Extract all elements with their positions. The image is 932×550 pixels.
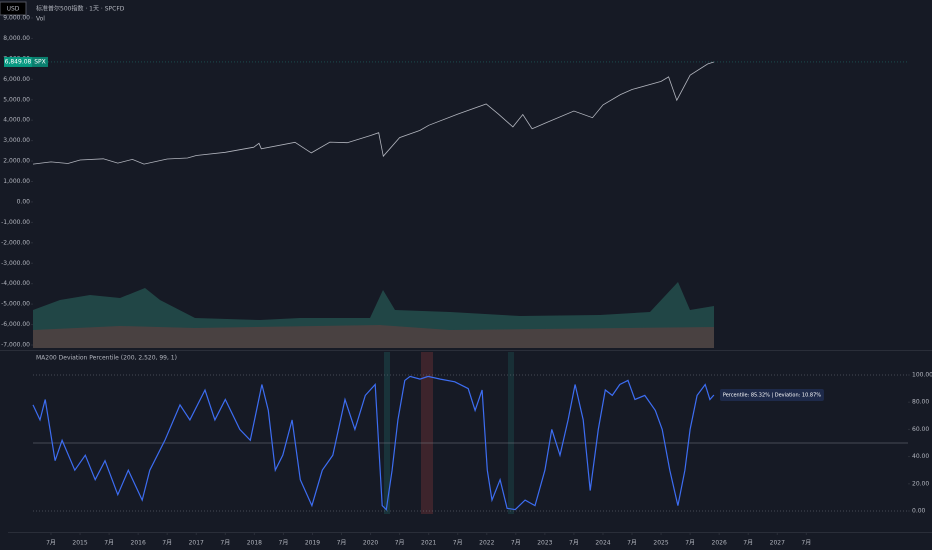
x-tick-label: 2024 [595, 540, 610, 547]
y-tick-label: 4,000.00 [3, 117, 30, 124]
x-tick-label: 2022 [479, 540, 494, 547]
series-line [32, 375, 715, 511]
pane-separator [0, 350, 932, 351]
last-price-label: 6,849.08 [5, 58, 32, 65]
x-tick-label: 7月 [569, 540, 579, 547]
y-tick-label: 0.00 [17, 198, 31, 205]
x-tick-label: 7月 [453, 540, 463, 547]
y-tick-label: 60.00 [912, 426, 929, 433]
y-tick-label: -2,000.00 [1, 239, 30, 246]
x-tick-label: 2019 [305, 540, 320, 547]
x-tick-label: 2023 [537, 540, 552, 547]
time-axis-border [8, 532, 932, 533]
highlight-band [384, 352, 390, 514]
x-tick-label: 7月 [743, 540, 753, 547]
y-tick-label: 8,000.00 [3, 35, 30, 42]
indicator-title: MA200 Deviation Percentile (200, 2,520, … [36, 355, 177, 362]
y-tick-label: 100.00 [912, 372, 932, 379]
x-tick-label: 2020 [363, 540, 378, 547]
x-tick-label: 7月 [104, 540, 114, 547]
y-tick-label: -1,000.00 [1, 219, 30, 226]
volume-area[interactable] [33, 325, 714, 348]
x-tick-label: 7月 [685, 540, 695, 547]
x-tick-label: 7月 [511, 540, 521, 547]
x-tick-label: 2021 [421, 540, 436, 547]
chart-title: 标准普尔500指数 · 1天 · SPCFD [36, 5, 125, 13]
x-tick-label: 2018 [247, 540, 262, 547]
volume-area[interactable] [33, 282, 714, 348]
y-tick-label: -4,000.00 [1, 280, 30, 287]
y-tick-label: 9,000.00 [3, 15, 30, 22]
y-tick-label: 3,000.00 [3, 137, 30, 144]
x-tick-label: 7月 [46, 540, 56, 547]
symbol-label: SPX [34, 58, 46, 65]
x-tick-label: 2025 [653, 540, 668, 547]
highlight-band [421, 352, 433, 514]
x-tick-label: 2016 [131, 540, 146, 547]
y-tick-label: -5,000.00 [1, 301, 30, 308]
y-tick-label: 20.00 [912, 480, 929, 487]
x-tick-label: 2015 [72, 540, 87, 547]
tooltip-text: Percentile: 85.32% | Deviation: 10.87% [723, 392, 821, 398]
x-tick-label: 7月 [395, 540, 405, 547]
x-tick-label: 7月 [627, 540, 637, 547]
x-tick-label: 2026 [712, 540, 727, 547]
y-tick-label: 0.00 [912, 508, 926, 515]
last-price-badge [4, 56, 32, 67]
x-tick-label: 7月 [162, 540, 172, 547]
tooltip-box [719, 388, 824, 401]
currency-box[interactable] [0, 1, 27, 16]
x-tick-label: 2027 [770, 540, 785, 547]
y-tick-label: -3,000.00 [1, 260, 30, 267]
x-tick-label: 7月 [337, 540, 347, 547]
highlight-band [508, 352, 514, 514]
y-tick-label: 6,000.00 [3, 76, 30, 83]
x-tick-label: 2017 [189, 540, 204, 547]
x-tick-label: 7月 [220, 540, 230, 547]
y-tick-label: 80.00 [912, 399, 929, 406]
y-tick-label: 1,000.00 [3, 178, 30, 185]
y-tick-label: 2,000.00 [3, 158, 30, 165]
y-tick-label: -7,000.00 [1, 342, 30, 349]
series-line [32, 61, 715, 165]
y-tick-label: 40.00 [912, 453, 929, 460]
y-tick-label: 5,000.00 [3, 96, 30, 103]
y-tick-label: -6,000.00 [1, 321, 30, 328]
volume-label: Vol [36, 16, 45, 23]
symbol-badge [32, 56, 48, 67]
x-tick-label: 7月 [801, 540, 811, 547]
currency[interactable]: USD [7, 6, 20, 13]
x-tick-label: 7月 [279, 540, 289, 547]
